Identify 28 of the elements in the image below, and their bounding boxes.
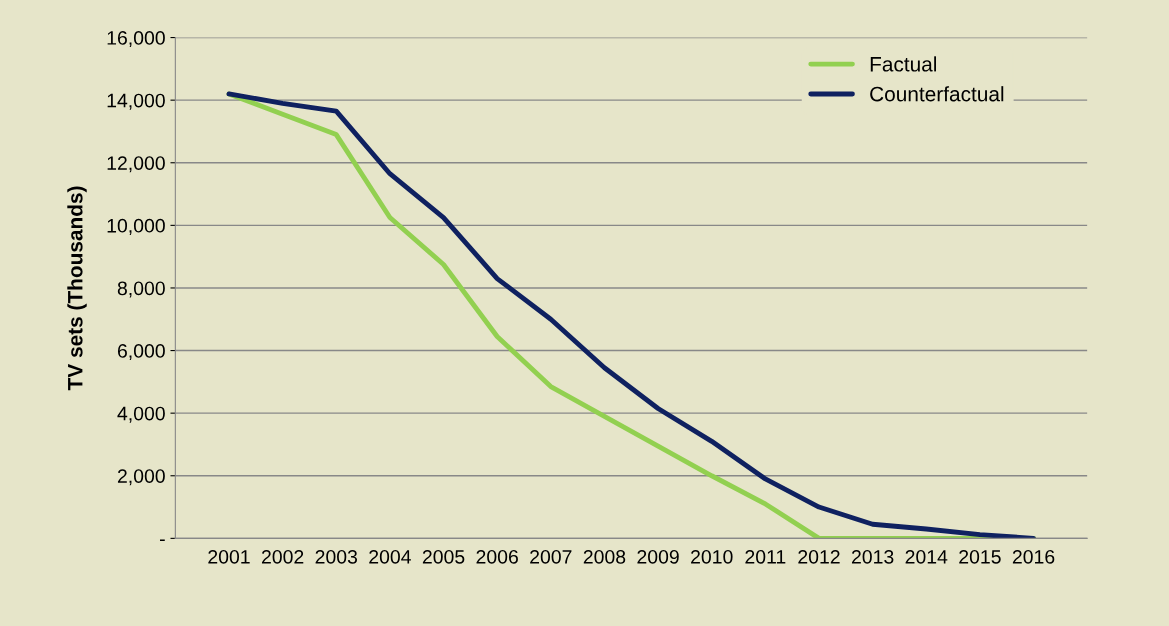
x-tick-label: 2005 — [422, 549, 465, 564]
x-tick-label: 2011 — [745, 549, 786, 564]
x-tick-label: 2016 — [1012, 549, 1055, 564]
y-tick-label: 6,000 — [117, 344, 165, 361]
y-tick-label: 12,000 — [107, 156, 165, 173]
y-tick-label: 16,000 — [107, 31, 165, 48]
x-tick-label: 2002 — [261, 549, 304, 564]
legend-label: Counterfactual — [870, 86, 1004, 102]
x-tick-label: 2010 — [691, 549, 733, 564]
x-tick-label: 2008 — [583, 549, 626, 564]
x-tick-label: 2012 — [798, 549, 840, 564]
y-tick-label: 10,000 — [107, 218, 165, 235]
y-axis-title: TV sets (Thousands) — [67, 186, 87, 391]
x-tick-label: 2007 — [530, 549, 572, 564]
y-tick-label: 4,000 — [117, 406, 165, 423]
x-tick-label: 2003 — [315, 549, 358, 564]
y-tick-label: 2,000 — [117, 469, 165, 486]
y-tick-label: - — [160, 539, 165, 541]
y-tick-label: 14,000 — [107, 93, 165, 110]
x-tick-label: 2014 — [905, 549, 948, 564]
y-tick-label: 8,000 — [117, 281, 165, 298]
x-tick-label: 2006 — [476, 549, 518, 564]
x-tick-label: 2015 — [959, 549, 1001, 564]
x-tick-label: 2013 — [851, 549, 894, 564]
x-tick-label: 2004 — [369, 549, 411, 564]
x-tick-label: 2001 — [208, 549, 250, 564]
legend-label: Factual — [870, 56, 937, 72]
x-tick-label: 2009 — [637, 549, 679, 564]
